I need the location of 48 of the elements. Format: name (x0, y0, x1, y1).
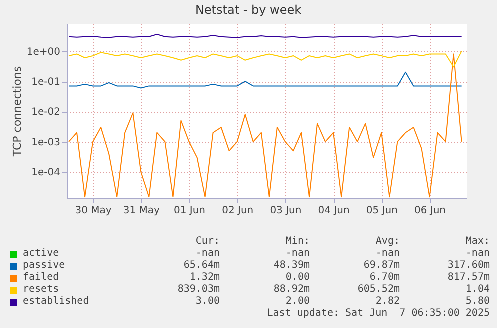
line-series (68, 50, 462, 68)
text: -nan (194, 248, 220, 260)
x-tick-label: 04 Jun (318, 206, 350, 216)
text: 5.80 (464, 296, 490, 308)
text: 605.52m (356, 284, 400, 296)
text: 6.70m (368, 272, 400, 284)
line-series (68, 54, 462, 198)
text: 2.00 (284, 296, 310, 308)
y-tick-label: 1e-03 (32, 137, 60, 148)
line-series (68, 72, 462, 89)
text: 1.32m (188, 272, 220, 284)
y-tick-label: 1e-04 (32, 168, 60, 179)
y-tick-label: 1e+00 (26, 46, 60, 58)
y-tick-label: 1e-01 (32, 77, 60, 88)
text: -nan (374, 248, 400, 260)
text: 69.87m (362, 260, 400, 272)
y-tick-label: 1e-02 (32, 107, 60, 118)
legend-label: established (22, 296, 90, 308)
text: 839.03m (176, 284, 220, 296)
legend-label: active (22, 248, 60, 260)
text: -nan (464, 248, 490, 260)
legend-label: resets (22, 284, 60, 296)
x-tick-label: 31 May (123, 206, 160, 216)
text: Avg: (374, 236, 400, 248)
text: 88.92m (272, 284, 310, 296)
text: 0.00 (284, 272, 310, 284)
x-tick-label: 01 Jun (174, 206, 206, 216)
text: 2.82 (374, 296, 400, 308)
text: Min: (284, 236, 310, 248)
text: Cur: (194, 236, 220, 248)
x-tick-label: 03 Jun (270, 206, 302, 216)
chart-title: Netstat - by week (194, 2, 303, 19)
legend-label: passive (22, 260, 66, 272)
legend-label: failed (22, 272, 60, 284)
x-tick-label: 30 May (75, 206, 112, 216)
text: -nan (284, 248, 310, 260)
text: 48.39m (272, 260, 310, 272)
text: 817.57m (446, 272, 490, 284)
text: 65.64m (182, 260, 220, 272)
x-tick-label: 06 Jun (414, 206, 446, 216)
text: Last update: Sat Jun 7 06:35:00 2025 (266, 308, 490, 320)
text: 3.00 (194, 296, 220, 308)
x-tick-label: 02 Jun (222, 206, 254, 216)
text: 317.60m (446, 260, 490, 272)
y-axis-title: TCP connections (10, 66, 24, 158)
text: Max: (464, 236, 490, 248)
x-tick-label: 05 Jun (366, 206, 398, 216)
text: 1.04 (464, 284, 490, 296)
